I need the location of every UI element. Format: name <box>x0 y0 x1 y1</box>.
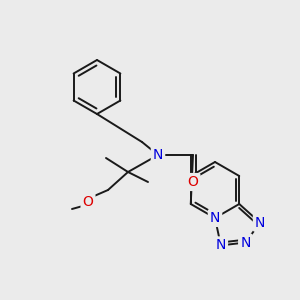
Text: N: N <box>153 148 163 162</box>
Text: O: O <box>82 195 93 209</box>
Text: N: N <box>240 236 250 250</box>
Text: O: O <box>188 175 198 189</box>
Text: N: N <box>255 216 265 230</box>
Text: N: N <box>210 211 220 225</box>
Text: N: N <box>216 238 226 252</box>
